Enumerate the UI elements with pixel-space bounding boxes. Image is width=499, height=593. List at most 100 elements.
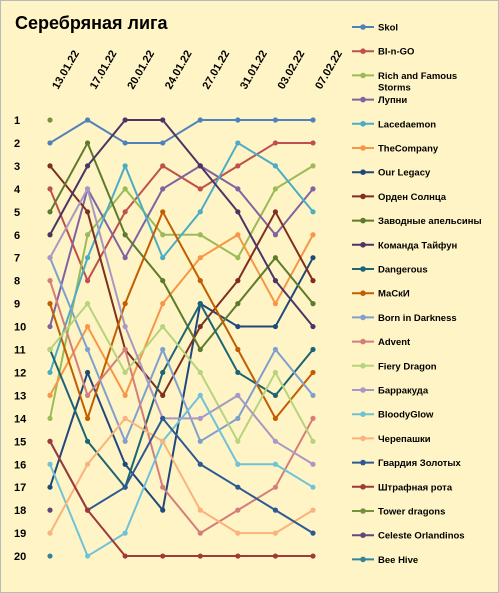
data-point: [160, 507, 166, 513]
legend-item: Заводные апельсины: [352, 216, 482, 227]
data-point: [197, 369, 203, 376]
data-point: [272, 232, 279, 238]
legend-label: МаСкИ: [378, 289, 410, 300]
x-tick-label: 20.01.22: [125, 48, 157, 91]
data-point: [84, 438, 91, 444]
data-point: [310, 255, 316, 261]
legend-label: Лупни: [378, 95, 407, 106]
data-point: [84, 392, 91, 398]
data-point: [122, 553, 128, 559]
legend-item: Born in Darkness: [352, 313, 457, 324]
y-tick-label: 7: [14, 253, 20, 265]
data-point: [160, 553, 166, 559]
legend-label: Fiery Dragon: [378, 361, 437, 372]
series-12: [47, 255, 316, 444]
data-point: [197, 163, 203, 169]
data-point: [160, 323, 166, 330]
data-point: [122, 369, 128, 376]
legend-label: Tower dragons: [378, 507, 445, 518]
legend-label: Барракуда: [378, 386, 429, 397]
legend-label: Born in Darkness: [378, 313, 457, 324]
data-point: [235, 301, 241, 307]
data-point: [197, 392, 203, 398]
data-point: [122, 140, 128, 146]
data-point: [310, 346, 316, 353]
data-point: [47, 186, 53, 192]
data-point: [84, 369, 91, 376]
legend-swatch-marker: [360, 508, 366, 514]
legend-swatch-marker: [360, 338, 366, 345]
data-point: [235, 346, 241, 353]
data-point: [235, 255, 241, 261]
data-point: [197, 507, 203, 513]
data-point: [122, 392, 128, 398]
legend-label: Our Legacy: [378, 168, 431, 179]
legend-swatch-marker: [360, 242, 366, 248]
data-point: [84, 209, 91, 215]
data-point: [272, 323, 279, 330]
data-point: [160, 140, 166, 146]
series-line: [49, 119, 313, 144]
data-point: [84, 232, 91, 238]
legend-swatch-marker: [360, 435, 366, 442]
data-point: [122, 301, 128, 307]
legend-label: TheCompany: [378, 144, 439, 155]
data-point: [122, 209, 128, 215]
data-point: [122, 461, 128, 467]
series-11: [47, 209, 316, 421]
legend-swatch-marker: [360, 484, 366, 490]
legend-label: BloodyGlow: [378, 410, 434, 421]
x-tick-label: 24.01.22: [163, 48, 195, 91]
data-point: [47, 461, 53, 467]
chart-title: Серебряная лига: [15, 13, 168, 33]
legend-swatch-marker: [360, 96, 366, 103]
data-point: [197, 461, 203, 467]
series-19: [47, 438, 316, 559]
data-point: [122, 530, 128, 536]
legend-label: Storms: [378, 82, 411, 93]
data-point: [47, 346, 53, 353]
y-tick-label: 9: [14, 299, 20, 311]
legend-item: Lacedaemon: [352, 119, 436, 130]
data-point: [272, 140, 279, 146]
data-point: [235, 186, 241, 192]
data-point: [197, 278, 203, 284]
legend-item: BI-n-GO: [352, 47, 414, 58]
data-point: [310, 392, 316, 398]
data-point: [235, 553, 241, 559]
y-tick-label: 3: [14, 161, 20, 173]
data-point: [310, 507, 316, 513]
legend-item: Лупни: [352, 95, 407, 106]
legend-label: Гвардия Золотых: [378, 458, 462, 469]
data-point: [122, 117, 128, 123]
data-point: [272, 461, 279, 467]
series-line: [49, 165, 314, 397]
data-point: [272, 346, 279, 353]
data-point: [272, 530, 279, 536]
series-line: [49, 417, 314, 535]
data-point: [47, 507, 53, 513]
series-line: [49, 164, 314, 327]
data-point: [310, 278, 316, 284]
series-0: [47, 117, 316, 146]
series-line: [49, 280, 314, 535]
legend-item: Черепашки: [352, 434, 431, 445]
series-21: [47, 507, 53, 513]
data-point: [310, 530, 316, 536]
legend-item: Bee Hive: [352, 555, 418, 566]
data-point: [84, 323, 91, 330]
series-22: [47, 553, 53, 559]
series-9: [47, 117, 316, 330]
data-point: [310, 461, 316, 467]
data-point: [84, 461, 91, 467]
data-point: [47, 278, 53, 284]
data-point: [197, 301, 203, 307]
data-point: [160, 301, 166, 307]
data-point: [122, 438, 128, 444]
legend-label: Черепашки: [378, 434, 431, 445]
series-2: [47, 163, 316, 421]
data-point: [310, 415, 316, 421]
y-tick-label: 10: [14, 322, 26, 334]
data-point: [160, 392, 166, 398]
